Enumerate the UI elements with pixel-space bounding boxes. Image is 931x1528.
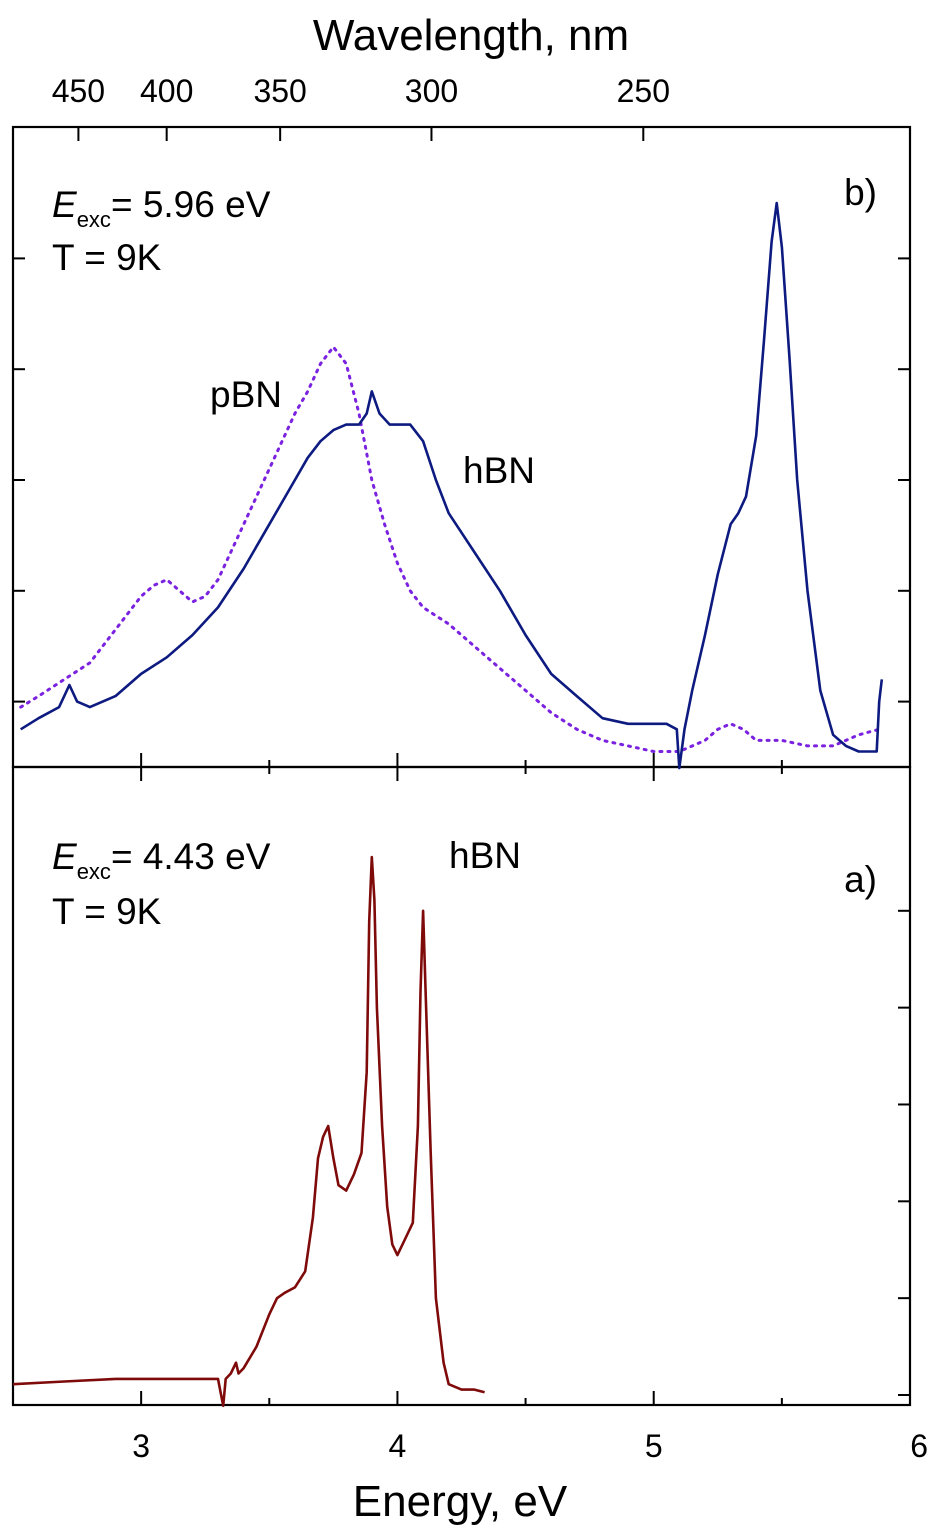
- annotation-hbn-a: hBN: [449, 835, 521, 876]
- wavelength-tick-label: 300: [405, 73, 458, 109]
- wavelength-tick-label: 350: [253, 73, 306, 109]
- energy-tick-label: 6: [910, 1428, 928, 1464]
- series-pbn-panel-b: [19, 344, 881, 753]
- x-axis-title: Energy, eV: [353, 1477, 568, 1526]
- panel-a-excitation: Eexc= 4.43 eV: [52, 836, 271, 884]
- series-hbn-panel-a: [12, 855, 485, 1408]
- series-hbn-panel-b: [20, 201, 884, 770]
- panel-a-temperature: T = 9K: [52, 891, 162, 932]
- wavelength-tick-labels: 450 400 350 300 250: [52, 73, 670, 109]
- axis-ticks: [13, 127, 910, 1405]
- energy-tick-label: 3: [132, 1428, 150, 1464]
- wavelength-tick-label: 450: [52, 73, 105, 109]
- top-axis-title: Wavelength, nm: [313, 11, 629, 60]
- annotation-pbn: pBN: [210, 374, 282, 415]
- panel-b-label: b): [844, 172, 877, 213]
- wavelength-tick-label: 250: [617, 73, 670, 109]
- energy-tick-label: 5: [645, 1428, 663, 1464]
- panel-a-label: a): [844, 859, 877, 900]
- panel-b-temperature: T = 9K: [52, 237, 162, 278]
- energy-tick-labels: 3 4 5 6: [132, 1428, 928, 1464]
- annotation-hbn-b: hBN: [463, 450, 535, 491]
- panel-a-frame: [11, 765, 912, 1407]
- wavelength-tick-label: 400: [140, 73, 193, 109]
- panel-b-excitation: Eexc= 5.96 eV: [52, 184, 271, 232]
- energy-tick-label: 4: [389, 1428, 407, 1464]
